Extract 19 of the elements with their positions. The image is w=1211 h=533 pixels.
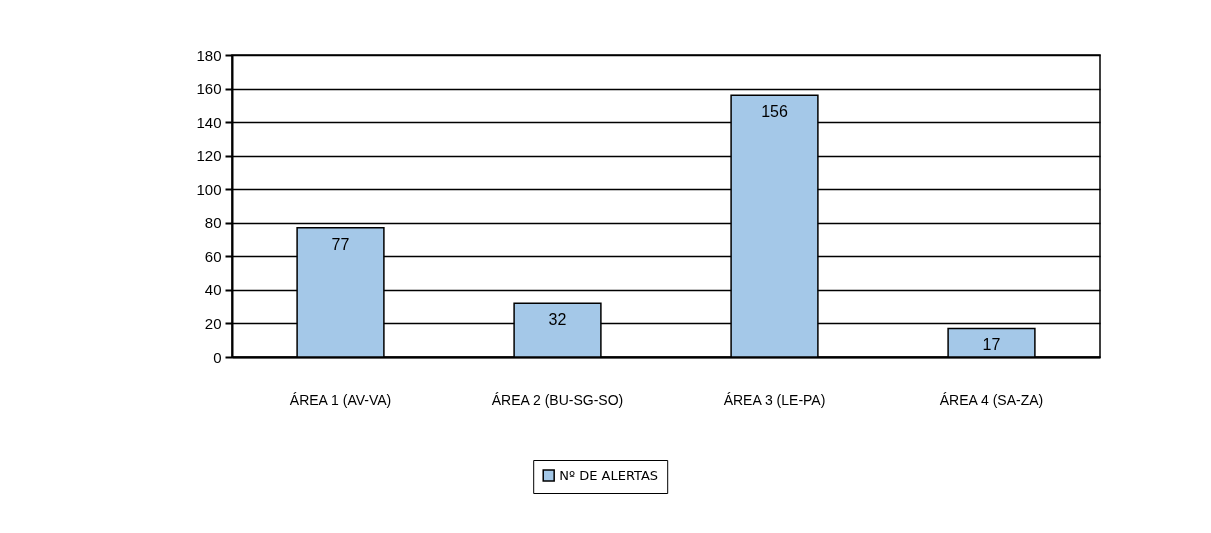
- y-tick-label: 80: [204, 214, 222, 232]
- data-label: 17: [982, 336, 1001, 354]
- y-tick-label: 60: [204, 247, 222, 265]
- x-tick-label: ÁREA 2 (BU-SG-SO): [491, 391, 624, 408]
- y-tick-label: 160: [196, 80, 222, 98]
- x-tick-label: ÁREA 4 (SA-ZA): [939, 391, 1044, 408]
- y-tick-label: 20: [204, 314, 222, 332]
- y-tick-label: 140: [196, 113, 222, 131]
- x-tick-label: ÁREA 3 (LE-PA): [723, 391, 826, 408]
- legend-label: Nº DE ALERTAS: [559, 467, 659, 483]
- y-tick-label: 120: [196, 147, 222, 165]
- data-label: 32: [548, 311, 567, 329]
- y-tick-label: 100: [196, 180, 222, 198]
- y-tick-label: 40: [204, 281, 222, 299]
- y-tick-label: 180: [196, 46, 222, 64]
- x-tick-label: ÁREA 1 (AV-VA): [289, 391, 392, 408]
- data-label: 77: [331, 235, 350, 253]
- y-tick-label: 0: [213, 348, 222, 366]
- data-label: 156: [761, 103, 788, 121]
